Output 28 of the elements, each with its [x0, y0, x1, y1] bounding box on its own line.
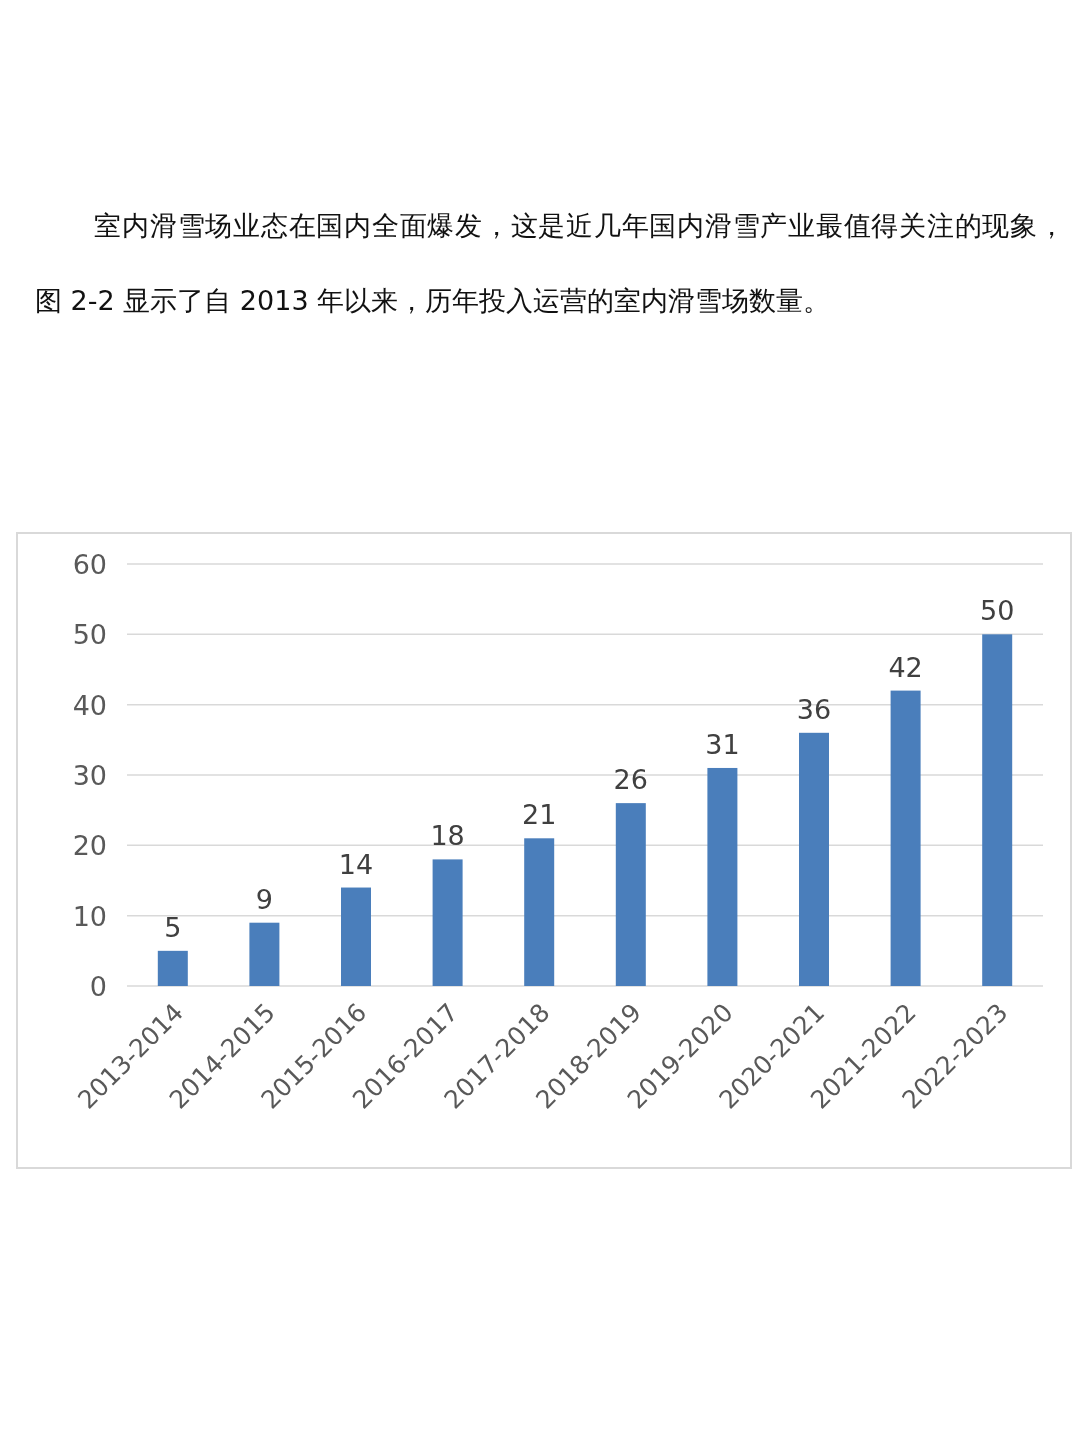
- bar: [249, 922, 280, 986]
- bar: [799, 732, 829, 986]
- data-label: 9: [255, 883, 273, 915]
- data-label: 14: [338, 848, 374, 880]
- y-tick-label: 50: [72, 619, 107, 651]
- data-label: 18: [430, 820, 465, 852]
- bar: [707, 767, 738, 986]
- y-tick-label: 10: [72, 900, 107, 932]
- data-label: 50: [980, 595, 1015, 627]
- bar: [982, 634, 1013, 986]
- y-tick-label: 20: [72, 830, 107, 862]
- bar: [341, 887, 371, 986]
- data-label: 36: [796, 693, 832, 725]
- y-tick-label: 40: [72, 689, 107, 721]
- data-label: 5: [164, 911, 182, 943]
- data-label: 21: [522, 799, 557, 831]
- data-label: 31: [705, 728, 740, 760]
- text: 室内滑雪场业态在国内全面爆发，这是近几年国内滑雪产业最值得关注的现象，图 2-2 显示了自 2013 年以来，历年投入运营的室内滑雪场数量。: [35, 210, 1065, 316]
- bar: [890, 690, 921, 986]
- bar: [524, 838, 555, 986]
- bar: [157, 950, 188, 986]
- data-label: 26: [613, 764, 648, 796]
- y-tick-label: 0: [89, 971, 107, 1002]
- bar: [615, 803, 646, 986]
- data-label: 42: [888, 651, 923, 683]
- bar: [432, 859, 463, 986]
- y-tick-label: 60: [72, 549, 107, 580]
- y-tick-label: 30: [72, 760, 107, 791]
